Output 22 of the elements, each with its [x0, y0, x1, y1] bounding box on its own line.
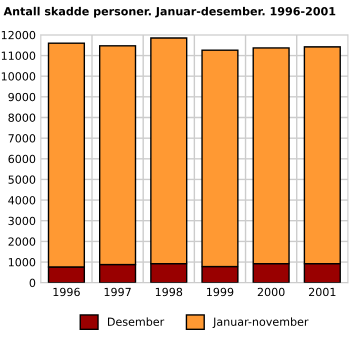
y-tick-label: 11000: [2, 52, 36, 60]
x-tick-label: 1999: [207, 288, 234, 296]
y-tick-label: 4000: [8, 196, 36, 204]
x-tick-label: 1998: [156, 288, 182, 296]
y-tick-label: 0: [30, 278, 36, 288]
y-tick-label: 2000: [8, 237, 36, 246]
x-tick-label: 1997: [104, 288, 131, 296]
y-tick-label: 9000: [8, 92, 36, 102]
x-tick-label: 2000: [258, 288, 285, 296]
y-tick-label: 5000: [8, 175, 36, 184]
legend-label: Januar-november: [212, 317, 308, 328]
y-tick-label: 7000: [8, 134, 36, 143]
chart-title: Antall skadde personer. Januar-desember. 1996-2001: [4, 6, 336, 18]
y-tick-label: 8000: [8, 113, 36, 122]
y-tick-label: 1000: [8, 258, 36, 266]
x-tick-label: 1996: [53, 288, 80, 296]
y-tick-label: 10000: [2, 72, 36, 81]
x-tick-label: 2001: [308, 288, 336, 296]
y-tick-label: 6000: [8, 154, 36, 164]
y-tick-label: 3000: [8, 216, 36, 226]
legend-label: Desember: [108, 317, 164, 326]
y-tick-label: 12000: [2, 30, 36, 40]
